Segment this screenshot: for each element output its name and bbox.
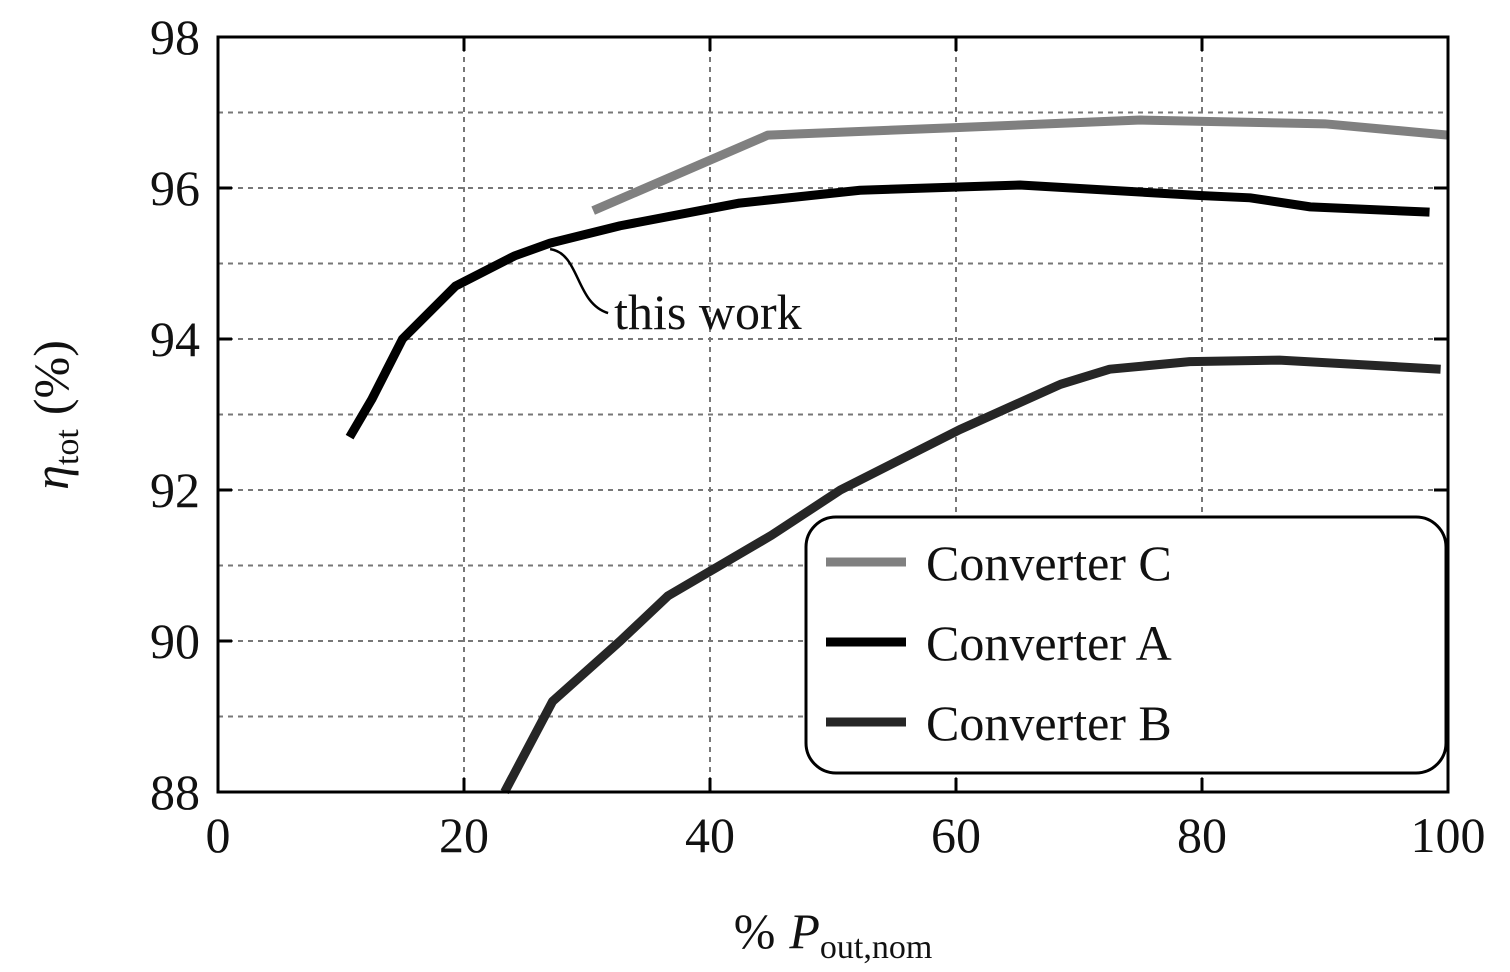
legend-label: Converter A xyxy=(926,615,1172,671)
series-line xyxy=(345,180,1430,440)
y-tick-label: 88 xyxy=(150,764,200,820)
x-tick-label: 20 xyxy=(439,807,489,863)
y-label-unit: (%) xyxy=(23,340,79,415)
y-tick-label: 98 xyxy=(150,9,200,65)
y-tick-label: 92 xyxy=(150,462,200,518)
legend-box xyxy=(804,515,1448,775)
x-label-subscript: out,nom xyxy=(820,929,932,966)
annotation: this work xyxy=(614,284,802,340)
x-label-symbol: P xyxy=(788,903,820,959)
series-line xyxy=(500,355,1441,795)
x-tick-label: 100 xyxy=(1411,807,1486,863)
x-label-prefix: % xyxy=(734,903,776,959)
y-tick-label: 94 xyxy=(150,311,200,367)
plot-frame xyxy=(216,35,1450,794)
x-tick-label: 80 xyxy=(1177,807,1227,863)
x-tick-label: 40 xyxy=(685,807,735,863)
annotation-leader xyxy=(549,247,609,315)
y-label-symbol: η xyxy=(23,465,79,490)
y-label-subscript: tot xyxy=(49,429,86,465)
x-tick-label: 60 xyxy=(931,807,981,863)
y-tick-label: 96 xyxy=(150,160,200,216)
x-tick-label: 0 xyxy=(206,807,231,863)
y-axis-label: ηtot (%) xyxy=(23,340,86,490)
series-line xyxy=(591,115,1449,215)
legend-label: Converter C xyxy=(926,535,1172,591)
x-axis-label: % Pout,nom xyxy=(734,903,933,966)
y-tick-label: 90 xyxy=(150,613,200,669)
legend-label: Converter B xyxy=(926,695,1172,751)
